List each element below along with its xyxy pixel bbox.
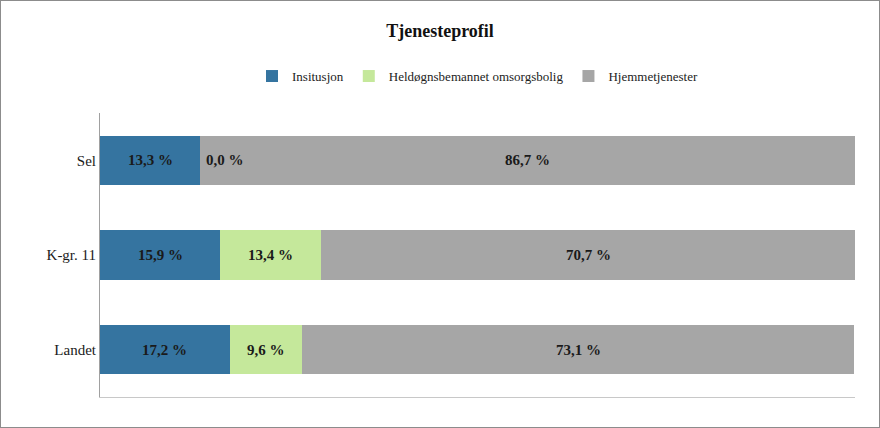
svg-text:K-gr. 11: K-gr. 11 xyxy=(47,247,96,263)
svg-text:86,7 %: 86,7 % xyxy=(505,152,550,168)
svg-text:70,7 %: 70,7 % xyxy=(566,247,611,263)
svg-text:15,9 %: 15,9 % xyxy=(138,247,183,263)
svg-text:0,0 %: 0,0 % xyxy=(206,152,244,168)
svg-text:Tjenesteprofil: Tjenesteprofil xyxy=(386,21,494,41)
svg-text:13,3 %: 13,3 % xyxy=(128,152,173,168)
svg-text:9,6 %: 9,6 % xyxy=(247,342,285,358)
svg-text:Sel: Sel xyxy=(77,153,96,169)
svg-text:73,1 %: 73,1 % xyxy=(556,342,601,358)
svg-text:Landet: Landet xyxy=(54,342,96,358)
svg-text:Insitusjon: Insitusjon xyxy=(292,69,344,84)
svg-text:Heldøgnsbemannet omsorgsbolig: Heldøgnsbemannet omsorgsbolig xyxy=(389,69,564,84)
svg-text:17,2 %: 17,2 % xyxy=(142,342,187,358)
svg-text:13,4 %: 13,4 % xyxy=(248,247,293,263)
svg-text:Hjemmetjenester: Hjemmetjenester xyxy=(608,69,697,84)
